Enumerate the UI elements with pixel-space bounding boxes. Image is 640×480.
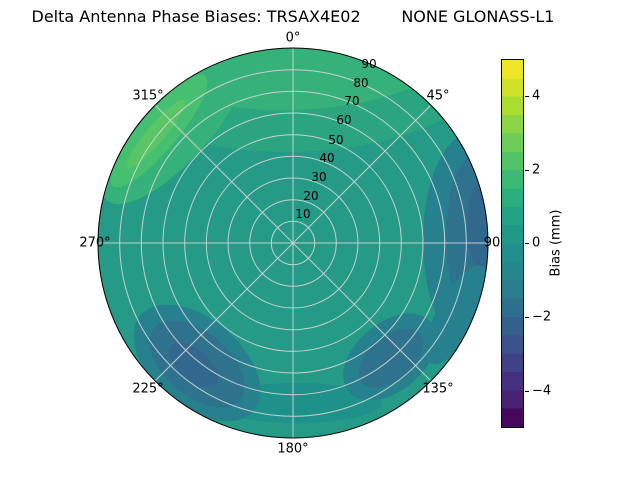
colorbar-tick-label: −4 [532, 383, 552, 399]
colorbar-tick-label: −2 [532, 309, 552, 325]
polar-boundary [97, 47, 489, 439]
theta-label-315: 315° [132, 88, 164, 104]
theta-label-225: 225° [132, 381, 164, 397]
colorbar-tickmark [525, 170, 529, 171]
colorbar-tickmark [525, 391, 529, 392]
r-label-90: 90 [361, 57, 377, 71]
colorbar-tickmark [525, 243, 529, 244]
colorbar-tick-label: 4 [532, 88, 541, 104]
theta-label-0: 0° [285, 30, 301, 46]
colorbar-tick-label: 2 [532, 162, 541, 178]
theta-label-45: 45° [426, 88, 450, 104]
r-label-70: 70 [344, 94, 360, 108]
r-label-80: 80 [353, 76, 369, 90]
polar-contour-plot [97, 47, 489, 439]
theta-label-135: 135° [422, 381, 454, 397]
theta-label-270: 270° [79, 235, 111, 251]
colorbar-tick-label: 0 [532, 235, 541, 251]
r-label-40: 40 [319, 151, 335, 165]
colorbar-axis-label: Bias (mm) [548, 209, 564, 277]
theta-label-180: 180° [277, 441, 309, 457]
r-label-10: 10 [295, 207, 311, 221]
r-label-30: 30 [311, 170, 327, 184]
colorbar [501, 59, 524, 428]
colorbar-tickmark [525, 317, 529, 318]
theta-label-90: 90 [483, 235, 501, 251]
polar-grid [98, 48, 488, 438]
colorbar-tickmark [525, 96, 529, 97]
chart-title: Delta Antenna Phase Biases: TRSAX4E02 NO… [31, 7, 555, 26]
r-label-20: 20 [303, 189, 319, 203]
r-label-60: 60 [336, 113, 352, 127]
r-label-50: 50 [328, 133, 344, 147]
